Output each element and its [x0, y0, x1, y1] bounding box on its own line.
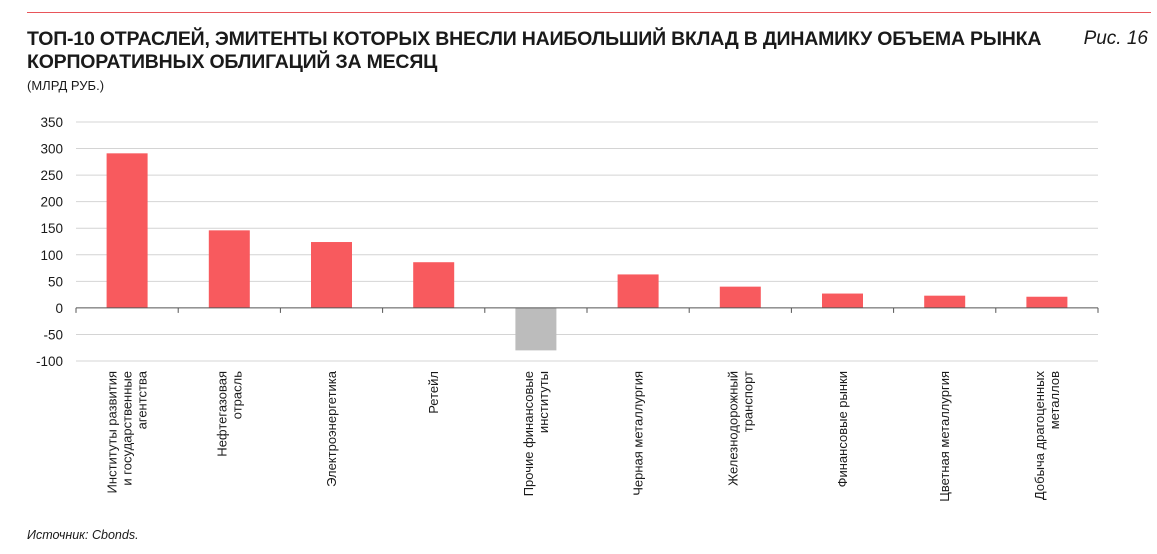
y-tick-label: 150 — [40, 221, 63, 236]
figure-label: Рис. 16 — [1083, 28, 1148, 49]
bar — [413, 262, 455, 308]
x-tick-label: Финансовые рынки — [835, 371, 850, 487]
bar — [822, 293, 863, 308]
bar — [719, 286, 761, 308]
x-tick-label-line: Добыча драгоценных — [1032, 371, 1047, 501]
y-tick-label: 100 — [40, 248, 63, 263]
x-tick-label-line: Цветная металлургия — [937, 371, 952, 502]
bar — [515, 307, 557, 351]
x-tick-label-line: Электроэнергетика — [324, 370, 339, 487]
x-tick-label-line: Ретейл — [426, 371, 441, 414]
top-rule — [27, 12, 1151, 13]
x-tick-label: Ретейл — [426, 371, 441, 414]
y-tick-label: 250 — [40, 168, 63, 183]
y-tick-label: 350 — [40, 115, 63, 130]
y-tick-label: -100 — [36, 354, 63, 369]
y-tick-label: 50 — [48, 274, 63, 289]
x-tick-label-line: Черная металлургия — [631, 371, 646, 496]
x-tick-label: Железнодорожныйтранспорт — [725, 371, 755, 486]
x-tick-label: Черная металлургия — [631, 371, 646, 496]
y-tick-label: 0 — [55, 301, 63, 316]
x-tick-label-line: транспорт — [740, 371, 755, 432]
bar — [617, 274, 659, 308]
y-tick-label: -50 — [43, 327, 63, 342]
x-tick-label-line: отрасль — [229, 371, 244, 419]
bar — [208, 230, 250, 308]
x-tick-label-line: агентства — [135, 370, 150, 429]
bar — [1026, 296, 1068, 308]
chart-title: ТОП-10 ОТРАСЛЕЙ, ЭМИТЕНТЫ КОТОРЫХ ВНЕСЛИ… — [27, 28, 1042, 74]
y-tick-label: 200 — [40, 195, 63, 210]
bar — [311, 242, 352, 308]
x-tick-label: Нефтегазоваяотрасль — [214, 371, 244, 457]
x-tick-label-line: Финансовые рынки — [835, 371, 850, 487]
x-tick-label-line: Нефтегазовая — [214, 371, 229, 457]
x-tick-label: Электроэнергетика — [324, 370, 339, 487]
bar — [106, 153, 148, 308]
y-tick-label: 300 — [40, 142, 63, 157]
bar-chart: 350 300 250 200 150 100 50 0 -50 -100 Институты ра… — [36, 115, 1099, 502]
bar — [924, 295, 966, 308]
x-tick-label: Цветная металлургия — [937, 371, 952, 502]
x-tick-label-line: Прочие финансовые — [521, 371, 536, 496]
x-tick-label-line: металлов — [1047, 371, 1062, 429]
x-tick-label-line: Железнодорожный — [725, 371, 740, 486]
x-tick-label: Прочие финансовыеинституты — [521, 371, 551, 496]
source-note: Источник: Cbonds. — [27, 528, 139, 542]
x-tick-label: Институты развитияи государственныеагент… — [105, 370, 150, 493]
x-tick-label-line: институты — [536, 371, 551, 433]
units-label: (МЛРД РУБ.) — [27, 78, 105, 93]
chart-title-line-2: КОРПОРАТИВНЫХ ОБЛИГАЦИЙ ЗА МЕСЯЦ — [27, 51, 438, 73]
x-tick-label-line: Институты развития — [105, 371, 120, 493]
x-tick-label: Добыча драгоценныхметаллов — [1032, 371, 1062, 501]
chart-title-line-1: ТОП-10 ОТРАСЛЕЙ, ЭМИТЕНТЫ КОТОРЫХ ВНЕСЛИ… — [27, 28, 1042, 50]
x-tick-label-line: и государственные — [120, 371, 135, 486]
